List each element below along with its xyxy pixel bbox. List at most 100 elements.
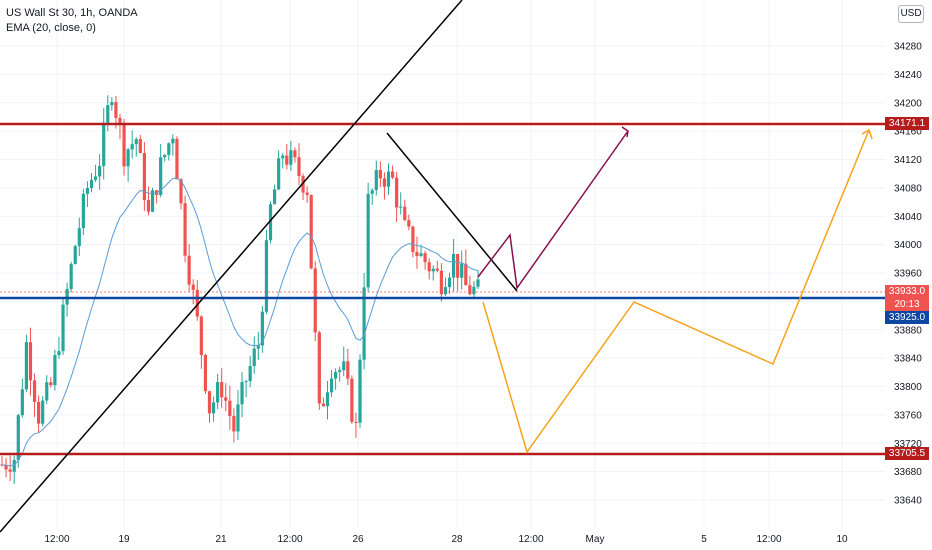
candle-body bbox=[260, 311, 264, 346]
candle-body bbox=[297, 157, 301, 177]
candle-body bbox=[224, 397, 228, 401]
currency-button[interactable]: USD bbox=[898, 5, 924, 23]
resistance-price-tag: 34171.1 bbox=[885, 117, 929, 130]
candle-body bbox=[77, 228, 81, 247]
candle-body bbox=[325, 392, 330, 407]
price-tick-label: 33960 bbox=[894, 269, 922, 280]
candle-body bbox=[378, 170, 382, 179]
candle-body bbox=[240, 382, 244, 405]
candle-body bbox=[191, 284, 195, 290]
candle-body bbox=[289, 150, 293, 165]
candle-body bbox=[12, 459, 16, 472]
candle-body bbox=[114, 102, 118, 118]
descending-trendline[interactable] bbox=[386, 132, 518, 292]
price-tick-label: 33680 bbox=[894, 467, 922, 478]
projection-arrowhead bbox=[861, 128, 873, 140]
candle-body bbox=[195, 289, 199, 317]
candle-body bbox=[256, 345, 260, 349]
countdown-tag: 20:13 bbox=[885, 298, 929, 311]
candle-body bbox=[232, 416, 236, 432]
price-tick-label: 33720 bbox=[894, 439, 922, 450]
candle-body bbox=[236, 404, 240, 432]
candle-body bbox=[122, 124, 126, 167]
support-price-tag: 33705.5 bbox=[885, 447, 929, 460]
candle-body bbox=[407, 220, 411, 227]
price-tick-label: 34120 bbox=[894, 155, 922, 166]
chart-legend: US Wall St 30, 1h, OANDA EMA (20, close,… bbox=[6, 6, 138, 36]
price-tick-label: 34000 bbox=[894, 240, 922, 251]
candle-body bbox=[338, 370, 342, 372]
time-tick-label: 5 bbox=[701, 534, 707, 545]
candle-body bbox=[248, 366, 252, 382]
candle-body bbox=[37, 401, 41, 424]
price-tick-label: 33800 bbox=[894, 382, 922, 393]
candlestick-series bbox=[0, 95, 480, 484]
candle-body bbox=[382, 178, 387, 187]
indicator-label[interactable]: EMA (20, close, 0) bbox=[6, 22, 96, 34]
price-axis[interactable]: 3364033680337203376033800338403388033920… bbox=[894, 42, 922, 507]
candle-body bbox=[183, 203, 187, 256]
bullish-projection-path[interactable] bbox=[477, 130, 629, 290]
candle-body bbox=[415, 251, 419, 257]
candle-body bbox=[93, 176, 98, 180]
candle-body bbox=[358, 359, 362, 423]
candle-body bbox=[252, 348, 256, 367]
price-tick-label: 34280 bbox=[894, 42, 922, 53]
price-tick-label: 34080 bbox=[894, 183, 922, 194]
candle-body bbox=[411, 226, 415, 252]
candle-body bbox=[272, 189, 277, 205]
price-tick-label: 33880 bbox=[894, 325, 922, 336]
price-tick-label: 34240 bbox=[894, 70, 922, 81]
mid-level-price-tag: 33925.0 bbox=[885, 311, 929, 324]
candle-body bbox=[329, 378, 334, 393]
candle-body bbox=[106, 105, 110, 123]
symbol-title[interactable]: US Wall St 30, 1h, OANDA bbox=[6, 7, 138, 19]
rising-trendline[interactable] bbox=[0, 0, 463, 533]
candle-body bbox=[216, 382, 220, 403]
price-tick-label: 34200 bbox=[894, 98, 922, 109]
candle-body bbox=[317, 332, 321, 404]
candle-body bbox=[395, 177, 399, 208]
candle-body bbox=[370, 190, 374, 194]
time-axis[interactable]: 12:00 19 21 12:00 26 28 12:00 May 5 12:00 10 bbox=[44, 534, 848, 545]
chart-grid bbox=[0, 0, 885, 528]
price-tick-label: 33840 bbox=[894, 354, 922, 365]
candle-body bbox=[293, 150, 297, 158]
candle-body bbox=[98, 166, 102, 177]
candle-body bbox=[460, 263, 464, 278]
candle-body bbox=[32, 380, 37, 402]
time-tick-label: 12:00 bbox=[518, 534, 543, 545]
candle-body bbox=[102, 122, 106, 167]
candle-body bbox=[175, 138, 179, 180]
candle-body bbox=[53, 355, 57, 386]
candle-body bbox=[4, 464, 8, 470]
time-tick-label: 10 bbox=[836, 534, 848, 545]
candle-body bbox=[305, 192, 309, 195]
candle-body bbox=[456, 253, 460, 278]
time-tick-label: 19 bbox=[118, 534, 130, 545]
candle-body bbox=[354, 421, 358, 423]
candle-body bbox=[435, 268, 439, 271]
candle-body bbox=[439, 270, 443, 295]
candle-body bbox=[228, 400, 232, 417]
time-tick-label: 12:00 bbox=[44, 534, 69, 545]
candle-body bbox=[476, 279, 480, 287]
candle-body bbox=[386, 171, 391, 187]
bearish-then-bullish-projection-path[interactable] bbox=[482, 129, 870, 454]
last-price-tag: 33933.0 bbox=[885, 285, 929, 298]
candle-body bbox=[130, 144, 134, 150]
candle-body bbox=[150, 190, 155, 212]
candle-body bbox=[281, 155, 285, 159]
bullish-projection-arrowhead bbox=[621, 126, 629, 138]
candle-body bbox=[45, 382, 49, 401]
candle-body bbox=[403, 206, 407, 221]
candle-body bbox=[285, 155, 289, 165]
time-tick-label: 26 bbox=[352, 534, 364, 545]
candle-body bbox=[321, 403, 326, 407]
candle-body bbox=[443, 287, 448, 295]
candle-body bbox=[49, 382, 53, 386]
candle-body bbox=[20, 389, 24, 416]
time-tick-label: 12:00 bbox=[277, 534, 302, 545]
candle-body bbox=[427, 262, 431, 272]
